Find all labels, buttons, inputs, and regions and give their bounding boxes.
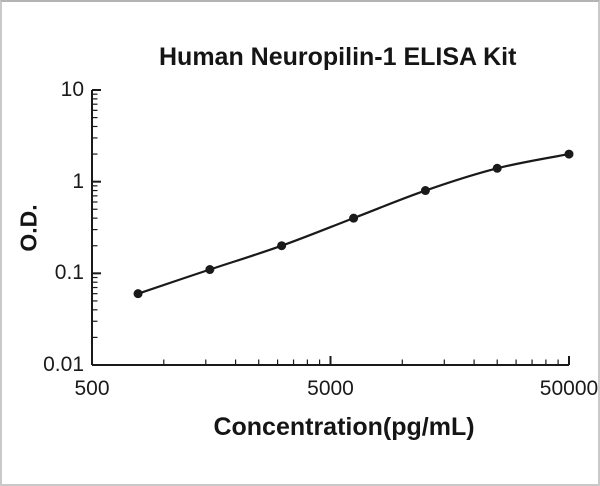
chart-title: Human Neuropilin-1 ELISA Kit bbox=[159, 43, 517, 71]
x-tick-label: 50000 bbox=[539, 377, 599, 400]
y-tick-label: 0.01 bbox=[43, 353, 84, 376]
data-point-marker bbox=[420, 186, 430, 196]
standard-curve-line bbox=[137, 153, 570, 295]
data-point-marker bbox=[205, 265, 215, 275]
x-tick-label: 500 bbox=[74, 377, 110, 400]
data-point-marker bbox=[133, 289, 143, 299]
x-tick-label: 5000 bbox=[307, 377, 354, 400]
data-point-marker bbox=[349, 213, 359, 223]
y-tick-label: 1 bbox=[72, 169, 84, 193]
data-point-marker bbox=[277, 241, 287, 251]
y-tick-label: 0.1 bbox=[54, 261, 84, 285]
y-tick-label: 10 bbox=[60, 78, 84, 101]
data-point-marker bbox=[492, 163, 502, 173]
data-point-marker bbox=[564, 149, 574, 159]
x-axis-title: Concentration(pg/mL) bbox=[213, 413, 475, 441]
